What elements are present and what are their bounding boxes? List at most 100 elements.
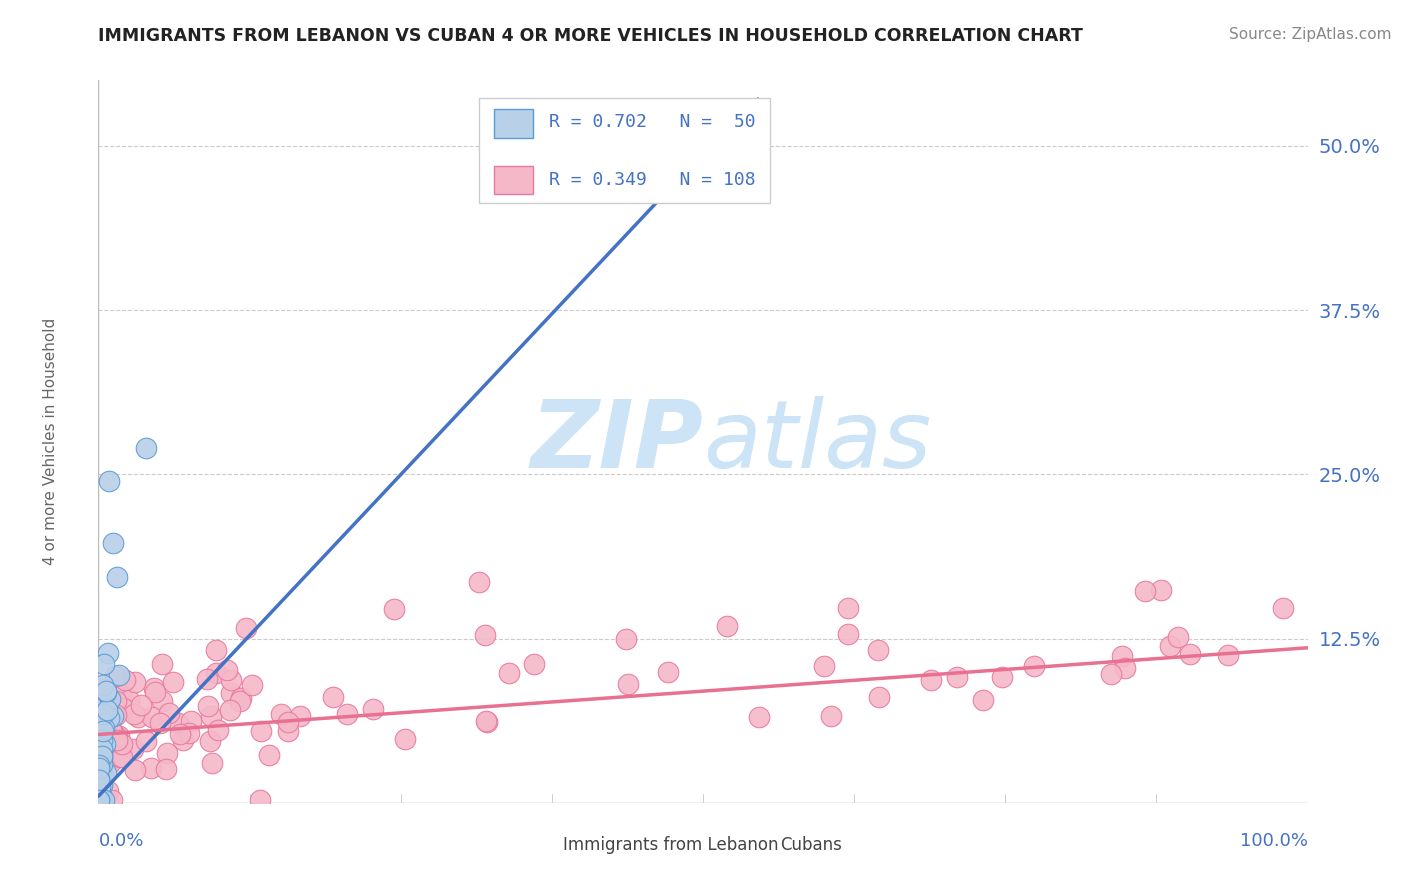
Point: [91, 706, 114, 721]
Point: [98, 474, 121, 488]
Point: [98, 691, 121, 706]
Point: [90, 773, 112, 788]
Bar: [494, 109, 533, 138]
Point: [91, 723, 114, 738]
Point: [162, 674, 184, 689]
Point: [93, 678, 115, 692]
Point: [363, 702, 385, 716]
Point: [972, 693, 994, 707]
Point: [143, 681, 166, 695]
Point: [93, 793, 115, 807]
Point: [920, 673, 942, 688]
Point: [105, 570, 128, 584]
Point: [90, 769, 112, 783]
Bar: [527, 835, 554, 855]
Point: [118, 693, 141, 707]
Point: [111, 750, 134, 764]
Point: [97, 646, 120, 660]
Point: [97, 784, 120, 798]
Point: [177, 726, 200, 740]
Point: [98, 756, 121, 770]
Point: [89, 726, 111, 740]
Point: [195, 672, 218, 686]
Point: [93, 691, 115, 706]
Point: [229, 694, 252, 708]
Point: [90, 757, 112, 772]
Point: [1114, 661, 1136, 675]
Point: [1159, 639, 1181, 653]
Point: [172, 733, 194, 747]
Point: [475, 714, 498, 729]
Point: [89, 762, 111, 776]
Point: [127, 710, 149, 724]
Text: R = 0.349   N = 108: R = 0.349 N = 108: [550, 171, 756, 189]
Point: [105, 704, 128, 718]
Point: [141, 761, 163, 775]
Point: [96, 703, 118, 717]
Point: [87, 766, 110, 780]
Point: [97, 711, 120, 725]
Point: [156, 746, 179, 760]
Point: [105, 694, 128, 708]
Point: [101, 792, 124, 806]
Point: [1216, 648, 1239, 663]
Point: [523, 657, 546, 671]
Point: [89, 723, 111, 737]
Point: [94, 684, 117, 698]
Point: [93, 721, 115, 735]
Point: [468, 575, 491, 590]
Point: [87, 761, 110, 775]
Point: [143, 685, 166, 699]
Point: [394, 731, 416, 746]
Text: atlas: atlas: [703, 396, 931, 487]
Point: [1167, 630, 1189, 644]
Point: [235, 621, 257, 635]
Point: [1111, 648, 1133, 663]
Point: [204, 643, 226, 657]
Point: [149, 715, 172, 730]
Point: [94, 765, 117, 780]
Point: [200, 708, 222, 723]
Point: [141, 709, 163, 723]
Point: [91, 732, 114, 747]
Point: [91, 769, 114, 783]
Point: [87, 771, 110, 785]
Point: [157, 706, 180, 720]
Point: [155, 762, 177, 776]
Point: [474, 627, 496, 641]
Point: [87, 793, 110, 807]
Point: [270, 706, 292, 721]
Point: [167, 715, 190, 730]
Point: [90, 778, 112, 792]
Point: [135, 734, 157, 748]
Point: [231, 691, 253, 706]
Point: [89, 682, 111, 697]
Point: [90, 763, 112, 777]
Point: [866, 642, 889, 657]
Point: [90, 772, 112, 787]
Point: [87, 757, 110, 772]
Point: [1150, 583, 1173, 598]
Point: [100, 724, 122, 739]
Point: [219, 703, 242, 717]
Point: [207, 723, 229, 738]
Point: [152, 657, 174, 672]
Point: [90, 742, 112, 756]
Point: [277, 724, 299, 739]
Point: [108, 668, 131, 682]
Text: Immigrants from Lebanon: Immigrants from Lebanon: [562, 837, 779, 855]
Text: 0.0%: 0.0%: [98, 831, 143, 850]
Point: [990, 670, 1012, 684]
Point: [716, 619, 738, 633]
Point: [201, 756, 224, 770]
Point: [813, 659, 835, 673]
Point: [1178, 648, 1201, 662]
Text: Source: ZipAtlas.com: Source: ZipAtlas.com: [1229, 27, 1392, 42]
Point: [94, 737, 117, 751]
Point: [204, 666, 226, 681]
Point: [868, 690, 890, 704]
Point: [104, 708, 127, 723]
Point: [198, 734, 221, 748]
Point: [101, 709, 124, 723]
Point: [89, 739, 111, 754]
